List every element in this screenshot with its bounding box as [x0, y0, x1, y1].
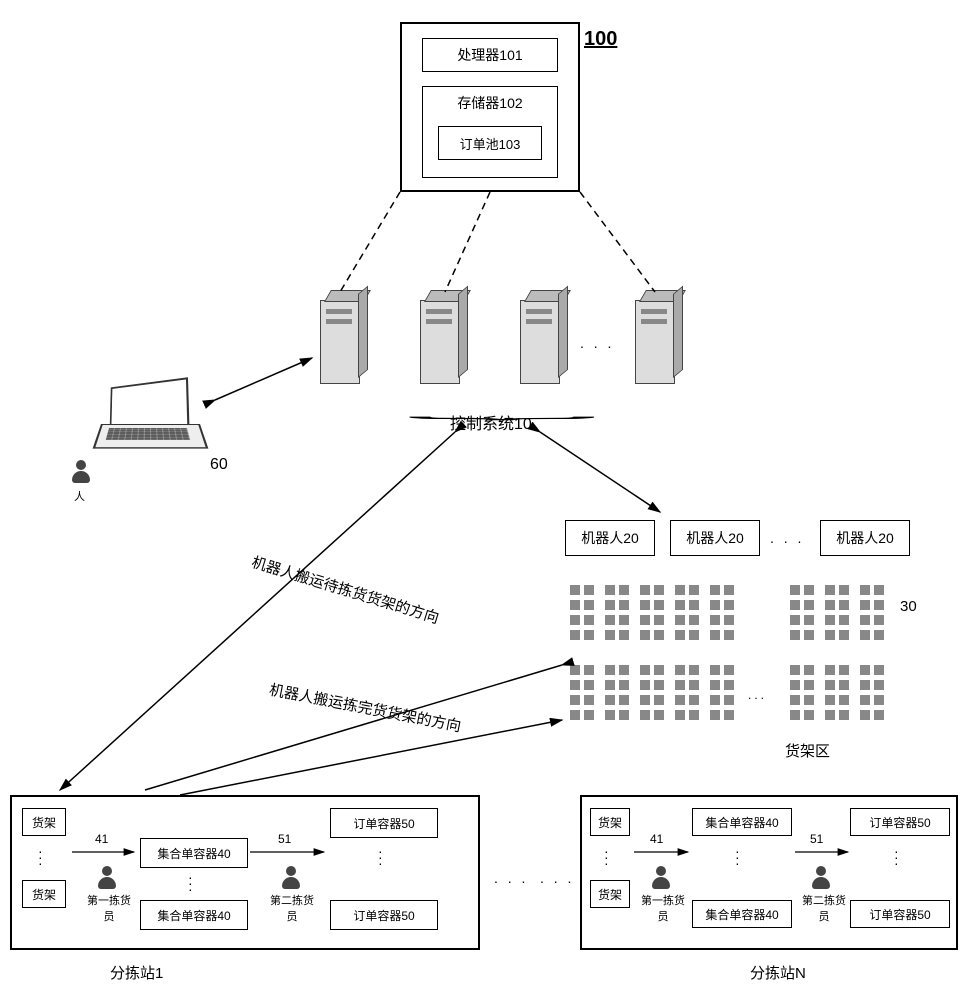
stations-ellipsis-1: . . . [494, 870, 528, 886]
ss1-agg-vdots: ··· [188, 874, 193, 892]
robot-label-1: 机器人20 [581, 528, 639, 548]
stations-ellipsis-2: . . . [540, 870, 574, 886]
arrow-label-up-text: 机器人搬运待拣货货架的方向 [237, 550, 453, 632]
ss1-shelf-vdots: ··· [38, 848, 43, 866]
ss1-order-bot: 订单容器50 [330, 900, 438, 930]
ss1-order-vdots: ··· [378, 848, 383, 866]
shelf-area-number: 30 [900, 598, 917, 615]
figure-number: 100 [584, 28, 617, 51]
ssn-picker1-label: 第一拣货员 [638, 892, 688, 924]
ss1-picker2-label: 第二拣货员 [266, 892, 318, 924]
ssn-picker1-icon [650, 866, 672, 889]
ssn-agg-top: 集合单容器40 [692, 808, 792, 836]
ssn-picker2-icon [810, 866, 832, 889]
person-icon-laptop [70, 460, 92, 483]
ssn-order-bot: 订单容器50 [850, 900, 950, 928]
ss1-shelf-bot: 货架 [22, 880, 66, 908]
ssn-order-top: 订单容器50 [850, 808, 950, 836]
robot-ellipsis: . . . [770, 530, 804, 546]
ss1-title: 分拣站1 [110, 962, 163, 983]
arrow-label-up: 机器人搬运待拣货货架的方向 [237, 550, 453, 632]
ssn-arrow2-num: 51 [810, 832, 823, 846]
ss1-agg-top: 集合单容器40 [140, 838, 248, 868]
arrow-label-down: 机器人搬运拣完货货架的方向 [250, 678, 479, 740]
robot-label-n: 机器人20 [836, 528, 894, 548]
laptop-person-label: 人 [74, 488, 85, 504]
server-2 [420, 300, 460, 384]
robot-box-2: 机器人20 [670, 520, 760, 556]
ss1-picker2-icon [280, 866, 302, 889]
ss1-order-top: 订单容器50 [330, 808, 438, 838]
ss1-shelf-top: 货架 [22, 808, 66, 836]
processor-box: 处理器101 [422, 38, 558, 72]
ssn-shelf-top: 货架 [590, 808, 630, 836]
laptop-icon [105, 380, 189, 436]
server-n [635, 300, 675, 384]
order-pool-label: 订单池103 [460, 134, 521, 153]
ss1-arrow1-num: 41 [95, 832, 108, 846]
ssn-title: 分拣站N [750, 962, 806, 983]
ss1-picker1-icon [96, 866, 118, 889]
server-1 [320, 300, 360, 384]
ssn-agg-vdots: ··· [735, 848, 740, 866]
ssn-agg-bot: 集合单容器40 [692, 900, 792, 928]
ssn-shelf-vdots: ··· [604, 848, 609, 866]
ssn-shelf-bot: 货架 [590, 880, 630, 908]
order-pool-box: 订单池103 [438, 126, 542, 160]
robot-label-2: 机器人20 [686, 528, 744, 548]
ss1-arrow2-num: 51 [278, 832, 291, 846]
control-system-label: 控制系统10 [450, 410, 532, 434]
ssn-order-vdots: ··· [894, 848, 899, 866]
ssn-picker2-label: 第二拣货员 [798, 892, 850, 924]
shelf-area-label: 货架区 [785, 740, 830, 761]
laptop-number: 60 [210, 456, 228, 474]
server-ellipsis: . . . [580, 335, 614, 351]
arrow-label-down-text: 机器人搬运拣完货货架的方向 [250, 678, 479, 740]
processor-label: 处理器101 [457, 45, 522, 65]
ssn-arrow1-num: 41 [650, 832, 663, 846]
ss1-picker1-label: 第一拣货员 [84, 892, 134, 924]
robot-box-1: 机器人20 [565, 520, 655, 556]
diagram-canvas: 100 处理器101 存储器102 订单池103 . . . ⏟ 控制系统10 … [0, 0, 968, 1000]
ss1-agg-bot: 集合单容器40 [140, 900, 248, 930]
memory-label: 存储器102 [457, 93, 522, 113]
server-3 [520, 300, 560, 384]
robot-box-n: 机器人20 [820, 520, 910, 556]
